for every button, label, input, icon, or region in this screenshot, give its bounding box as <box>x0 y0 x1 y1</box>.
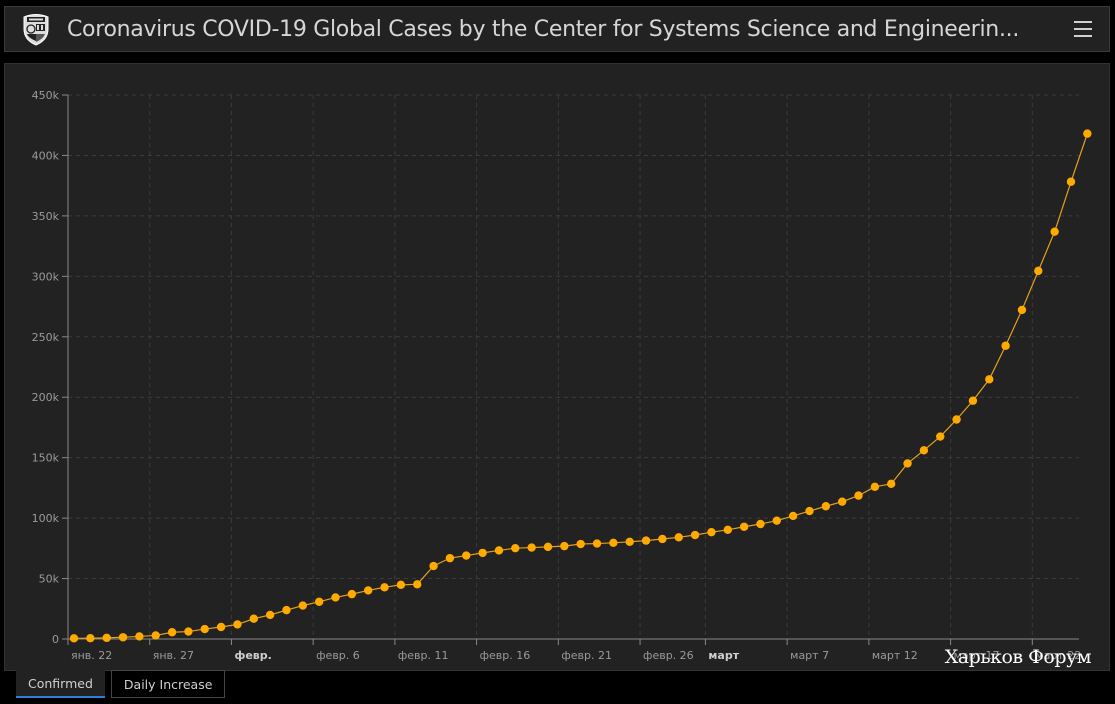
data-point <box>184 627 193 636</box>
data-point <box>690 530 700 540</box>
data-point <box>543 542 553 552</box>
data-point <box>118 633 128 642</box>
data-point <box>233 620 242 629</box>
y-tick-label: 150k <box>32 452 60 465</box>
y-tick-label: 250k <box>32 331 60 344</box>
data-point <box>854 491 863 500</box>
data-point <box>282 605 291 615</box>
data-point <box>560 541 569 551</box>
data-point <box>478 548 487 558</box>
confirmed-cases-chart: 0 50k 100k 150k 200k 250k 300k 350k 400k 450k янв.… <box>32 89 1092 662</box>
y-tick-label: 350k <box>32 210 60 223</box>
data-point <box>609 538 618 548</box>
data-point <box>200 624 209 634</box>
data-point <box>919 446 929 455</box>
watermark-text: Харьков Форум <box>944 646 1092 668</box>
x-tick-label: янв. 22 <box>71 649 112 662</box>
x-tick-label: февр. 16 <box>480 649 531 662</box>
data-point <box>674 533 683 542</box>
data-point <box>511 543 520 553</box>
data-point <box>396 580 406 590</box>
data-point <box>658 534 667 544</box>
hamburger-menu-icon[interactable] <box>1063 9 1103 49</box>
series-line-confirmed <box>73 133 1088 639</box>
data-point <box>429 561 438 571</box>
data-point <box>462 551 471 560</box>
data-point <box>1066 177 1076 186</box>
data-point <box>837 497 847 506</box>
x-tick-label: март 12 <box>872 649 918 662</box>
x-tick-label: март 22 <box>1035 649 1081 662</box>
data-point <box>1050 227 1059 236</box>
x-tick-label: февр. 11 <box>398 649 449 662</box>
y-tick-label: 50k <box>39 573 60 586</box>
data-point <box>576 539 585 549</box>
data-point <box>527 543 536 552</box>
data-point <box>903 459 912 468</box>
data-point <box>887 479 896 489</box>
data-point <box>413 580 422 589</box>
data-point <box>1034 266 1043 276</box>
data-point <box>723 525 732 535</box>
data-point <box>936 432 945 441</box>
data-point <box>167 628 177 637</box>
data-point <box>952 415 961 424</box>
data-point <box>249 614 258 623</box>
chart-tabs: Confirmed Daily Increase <box>16 670 226 698</box>
y-tick-label: 400k <box>32 149 60 162</box>
data-point <box>298 601 308 610</box>
data-point <box>625 537 634 546</box>
x-tick-label: февр. 6 <box>316 649 360 662</box>
app-header: Coronavirus COVID-19 Global Cases by the… <box>4 6 1110 52</box>
x-tick-label: март 17 <box>954 649 1000 662</box>
tab-daily-increase[interactable]: Daily Increase <box>110 670 226 698</box>
data-point <box>135 632 144 641</box>
data-point <box>265 610 275 620</box>
data-point <box>870 482 880 492</box>
data-point <box>1017 305 1027 315</box>
data-point <box>314 597 324 606</box>
x-tick-label: март 7 <box>790 649 829 662</box>
data-point <box>788 511 798 521</box>
data-point <box>331 593 340 602</box>
x-tick-label: март <box>708 649 739 662</box>
data-point <box>707 527 716 537</box>
data-point <box>494 546 504 555</box>
data-point <box>1001 341 1010 350</box>
dashboard-title: Coronavirus COVID-19 Global Cases by the… <box>67 16 1020 42</box>
chart-panel: 0 50k 100k 150k 200k 250k 300k 350k 400k 450k янв.… <box>4 63 1110 671</box>
data-point <box>821 502 831 511</box>
data-point <box>69 634 79 643</box>
data-point <box>363 586 373 595</box>
x-tick-label: февр. 21 <box>561 649 612 662</box>
data-point <box>592 539 602 548</box>
x-tick-label: февр. 26 <box>643 649 694 662</box>
data-point <box>805 506 814 516</box>
data-point <box>445 553 455 563</box>
y-tick-label: 0 <box>52 633 59 646</box>
data-point <box>756 519 765 529</box>
data-point <box>968 396 978 405</box>
university-shield-icon <box>19 10 53 48</box>
data-point <box>102 633 111 643</box>
data-point <box>641 536 651 545</box>
data-point <box>1083 129 1092 138</box>
tab-confirmed[interactable]: Confirmed <box>16 670 105 698</box>
y-tick-label: 300k <box>32 270 60 283</box>
x-tick-label: янв. 27 <box>153 649 194 662</box>
y-tick-label: 450k <box>32 89 60 102</box>
y-tick-label: 200k <box>32 391 60 404</box>
data-point <box>151 631 160 640</box>
data-point <box>347 589 357 599</box>
y-tick-label: 100k <box>32 512 60 525</box>
data-point <box>380 583 389 592</box>
data-point <box>216 622 226 632</box>
data-point <box>772 516 782 525</box>
data-point <box>86 634 95 643</box>
data-point <box>985 375 994 384</box>
x-tick-label: февр. <box>234 649 271 662</box>
data-point <box>739 522 749 531</box>
